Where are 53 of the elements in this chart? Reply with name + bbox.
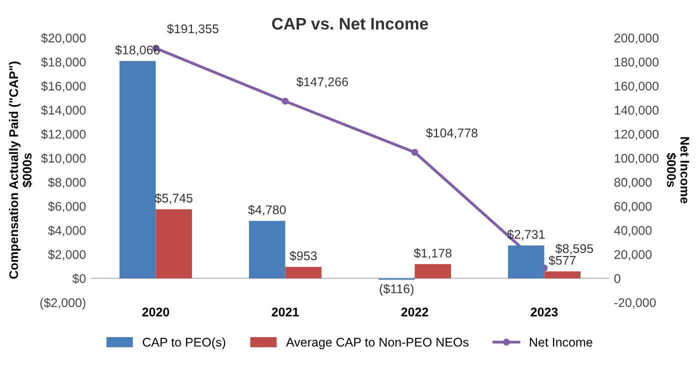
y2-tick-label: 180,000: [614, 58, 659, 68]
data-label: ($116): [380, 284, 414, 296]
data-label: $104,778: [426, 128, 478, 139]
bar: [544, 271, 581, 278]
y-tick-label: $4,000: [48, 226, 86, 236]
data-label: $147,266: [296, 76, 348, 88]
chart-title: CAP vs. Net Income: [272, 18, 428, 30]
y2-tick-label: 0: [614, 274, 620, 283]
y2-tick-label: 80,000: [614, 178, 652, 188]
y2-axis-title: Net Income $000s: [666, 137, 690, 204]
data-label: $577: [548, 255, 576, 266]
y2-tick-label: 40,000: [614, 226, 652, 236]
x-tick-label: 2022: [401, 308, 428, 316]
point: [282, 98, 289, 105]
y2-tick-label: 160,000: [614, 82, 659, 92]
y-axis-title: Compensation Actually Paid ("CAP") $000s: [8, 62, 32, 279]
x-tick-label: 2020: [142, 308, 170, 316]
bar: [414, 264, 452, 278]
y-tick-label: ($2,000): [40, 298, 86, 310]
data-label: $4,780: [248, 204, 286, 216]
y-tick-label: $16,000: [41, 81, 86, 92]
y-tick-label: $8,000: [48, 177, 86, 188]
x-tick-label: 2023: [530, 308, 558, 316]
y2-tick-label: 140,000: [614, 106, 659, 116]
y-tick-label: $20,000: [41, 33, 86, 44]
y-tick-label: $2,000: [48, 250, 86, 260]
bar: [508, 246, 544, 278]
legend-label: Average CAP to Non-PEO NEOs: [286, 338, 468, 350]
x-tick-label: 2021: [272, 308, 299, 316]
y-tick-label: $18,000: [41, 57, 86, 68]
y-tick-label: $14,000: [41, 105, 86, 116]
y2-tick-label: 200,000: [614, 34, 659, 44]
y2-tick-label: 60,000: [614, 202, 652, 212]
y-tick-label: $10,000: [41, 153, 86, 164]
data-label: $18,066: [115, 45, 160, 56]
bar: [248, 220, 286, 278]
y-tick-label: $0: [72, 274, 86, 284]
bar: [119, 61, 156, 278]
point: [411, 148, 418, 156]
data-label: $191,355: [166, 24, 218, 35]
legend-label: CAP to PEO(s): [142, 337, 226, 350]
data-label: $8,595: [555, 244, 594, 255]
y2-tick-label: 120,000: [614, 130, 659, 140]
y2-tick-label: -20,000: [614, 298, 656, 309]
y2-tick-label: 20,000: [614, 250, 652, 260]
data-label: $1,178: [414, 248, 452, 260]
legend-label: Net Income: [530, 338, 592, 347]
y2-tick-label: 100,000: [614, 154, 659, 164]
y-tick-label: $12,000: [41, 129, 86, 140]
bar: [285, 266, 322, 278]
bar: [156, 209, 192, 278]
y-tick-label: $6,000: [48, 201, 86, 212]
data-label: $953: [290, 250, 317, 261]
